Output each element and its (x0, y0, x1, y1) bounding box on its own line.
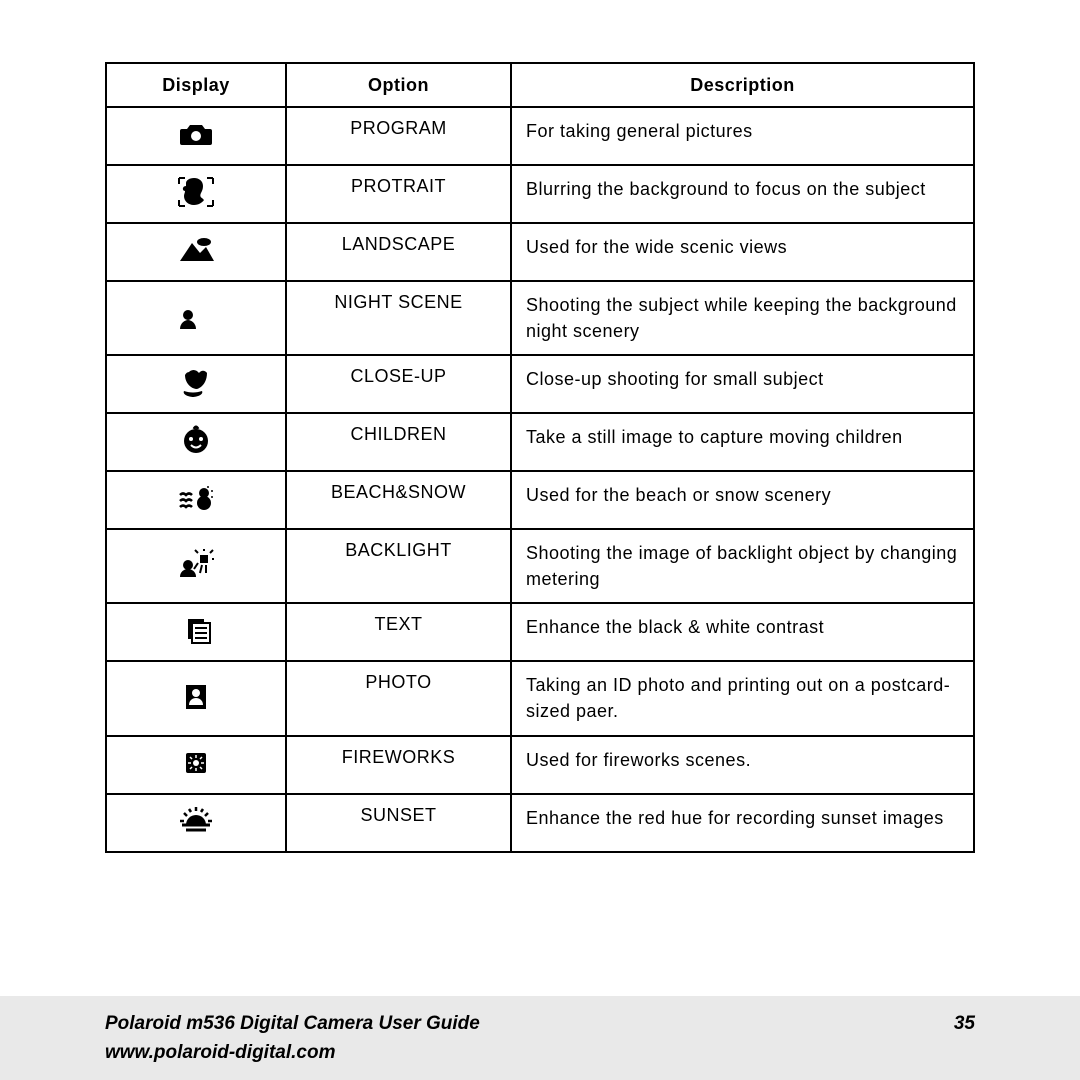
option-cell: PHOTO (286, 661, 511, 735)
description-cell: Take a still image to capture moving chi… (511, 413, 974, 471)
table-row: SUNSETEnhance the red hue for recording … (106, 794, 974, 852)
header-option: Option (286, 63, 511, 107)
table-row: PHOTOTaking an ID photo and printing out… (106, 661, 974, 735)
description-cell: Enhance the black & white contrast (511, 603, 974, 661)
page: Display Option Description PROGRAMFor ta… (0, 0, 1080, 1080)
children-icon (106, 413, 286, 471)
option-cell: PROGRAM (286, 107, 511, 165)
option-cell: BACKLIGHT (286, 529, 511, 603)
footer-url: www.polaroid-digital.com (105, 1039, 975, 1068)
table-row: TEXTEnhance the black & white contrast (106, 603, 974, 661)
description-cell: Used for the wide scenic views (511, 223, 974, 281)
fireworks-icon (106, 736, 286, 794)
description-cell: Close-up shooting for small subject (511, 355, 974, 413)
table-header-row: Display Option Description (106, 63, 974, 107)
table-row: LANDSCAPEUsed for the wide scenic views (106, 223, 974, 281)
description-cell: Enhance the red hue for recording sunset… (511, 794, 974, 852)
table-row: NIGHT SCENEShooting the subject while ke… (106, 281, 974, 355)
option-cell: NIGHT SCENE (286, 281, 511, 355)
option-cell: PROTRAIT (286, 165, 511, 223)
description-cell: Taking an ID photo and printing out on a… (511, 661, 974, 735)
option-cell: LANDSCAPE (286, 223, 511, 281)
option-cell: SUNSET (286, 794, 511, 852)
beachsnow-icon (106, 471, 286, 529)
landscape-icon (106, 223, 286, 281)
description-cell: Shooting the subject while keeping the b… (511, 281, 974, 355)
table-row: PROTRAITBlurring the background to focus… (106, 165, 974, 223)
description-cell: Used for the beach or snow scenery (511, 471, 974, 529)
table-row: CHILDRENTake a still image to capture mo… (106, 413, 974, 471)
table-row: CLOSE-UPClose-up shooting for small subj… (106, 355, 974, 413)
camera-icon (106, 107, 286, 165)
option-cell: CHILDREN (286, 413, 511, 471)
table-row: PROGRAMFor taking general pictures (106, 107, 974, 165)
table-row: FIREWORKSUsed for fireworks scenes. (106, 736, 974, 794)
description-cell: For taking general pictures (511, 107, 974, 165)
table-row: BACKLIGHTShooting the image of backlight… (106, 529, 974, 603)
table-row: BEACH&SNOWUsed for the beach or snow sce… (106, 471, 974, 529)
page-number: 35 (954, 1010, 975, 1039)
header-display: Display (106, 63, 286, 107)
option-cell: BEACH&SNOW (286, 471, 511, 529)
option-cell: CLOSE-UP (286, 355, 511, 413)
photo-icon (106, 661, 286, 735)
page-footer: Polaroid m536 Digital Camera User Guide … (0, 996, 1080, 1080)
description-cell: Blurring the background to focus on the … (511, 165, 974, 223)
closeup-icon (106, 355, 286, 413)
option-cell: TEXT (286, 603, 511, 661)
nightscene-icon (106, 281, 286, 355)
option-cell: FIREWORKS (286, 736, 511, 794)
sunset-icon (106, 794, 286, 852)
modes-table: Display Option Description PROGRAMFor ta… (105, 62, 975, 853)
text-icon (106, 603, 286, 661)
portrait-icon (106, 165, 286, 223)
footer-title: Polaroid m536 Digital Camera User Guide (105, 1010, 975, 1039)
backlight-icon (106, 529, 286, 603)
description-cell: Used for fireworks scenes. (511, 736, 974, 794)
header-description: Description (511, 63, 974, 107)
description-cell: Shooting the image of backlight object b… (511, 529, 974, 603)
